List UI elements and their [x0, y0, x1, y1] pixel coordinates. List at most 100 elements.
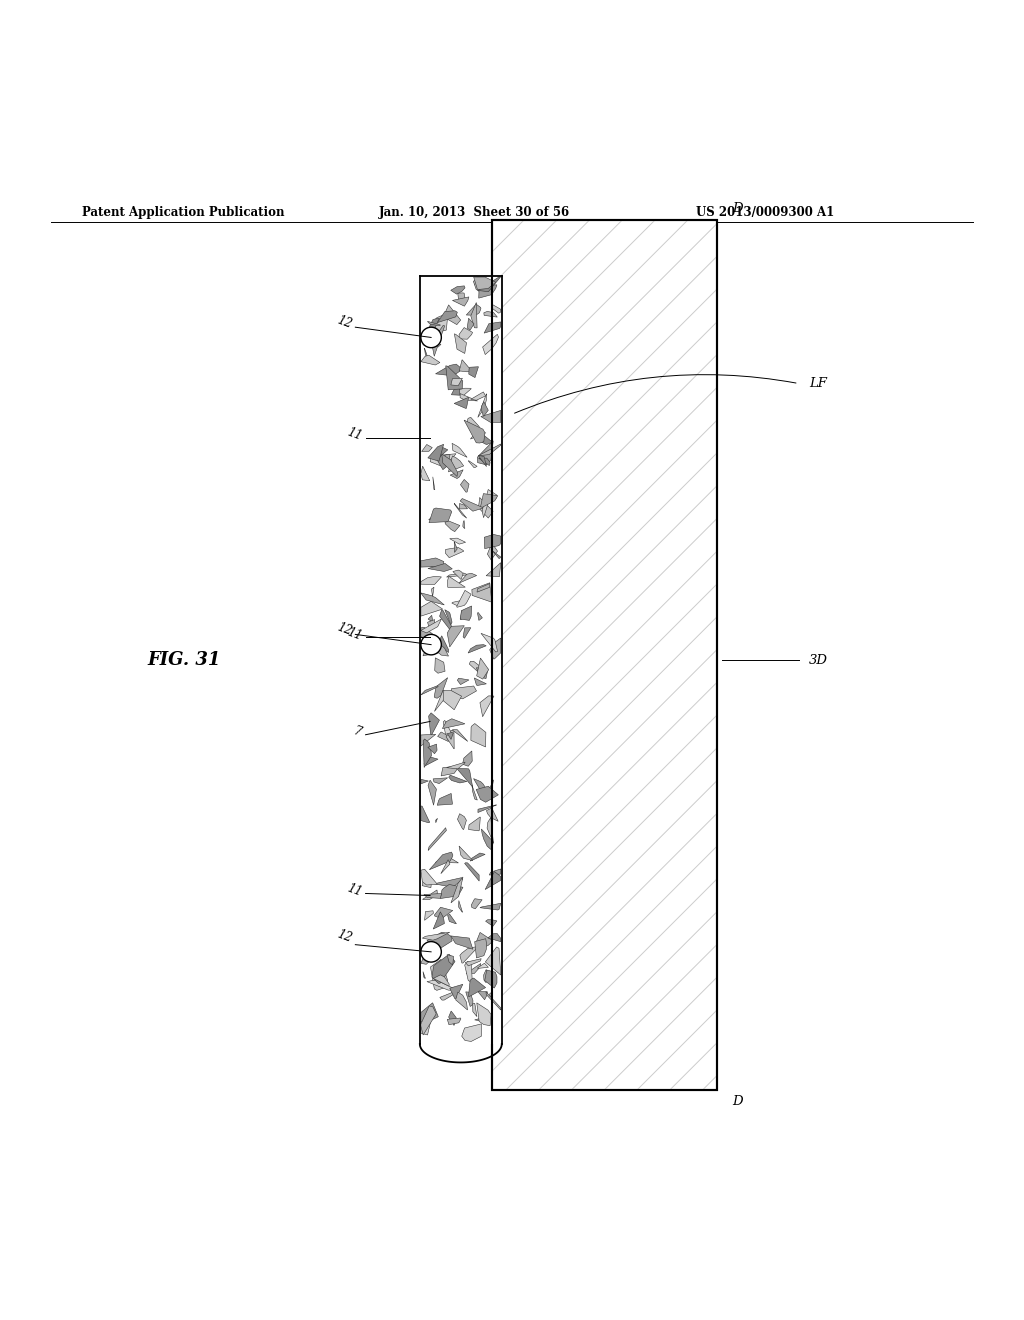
- Polygon shape: [451, 686, 476, 698]
- Polygon shape: [458, 678, 469, 685]
- Bar: [492, 219, 717, 1090]
- Polygon shape: [455, 397, 469, 408]
- Polygon shape: [438, 636, 449, 652]
- Polygon shape: [482, 504, 487, 517]
- Polygon shape: [480, 696, 494, 717]
- Polygon shape: [435, 449, 441, 453]
- Polygon shape: [463, 751, 472, 766]
- Polygon shape: [481, 401, 488, 416]
- Polygon shape: [486, 808, 499, 821]
- Polygon shape: [452, 444, 467, 457]
- Polygon shape: [445, 521, 460, 532]
- Polygon shape: [470, 433, 486, 440]
- Polygon shape: [425, 911, 433, 920]
- Polygon shape: [466, 964, 480, 974]
- Polygon shape: [487, 933, 501, 941]
- Text: US 2013/0009300 A1: US 2013/0009300 A1: [696, 206, 835, 219]
- Polygon shape: [466, 991, 473, 1006]
- Polygon shape: [430, 960, 447, 990]
- Polygon shape: [423, 890, 437, 899]
- Polygon shape: [428, 780, 436, 805]
- Polygon shape: [443, 721, 452, 734]
- Polygon shape: [473, 277, 487, 296]
- Polygon shape: [452, 599, 465, 606]
- Polygon shape: [463, 520, 465, 528]
- Polygon shape: [489, 869, 501, 875]
- Polygon shape: [481, 411, 501, 422]
- Polygon shape: [421, 941, 435, 965]
- Polygon shape: [421, 355, 440, 366]
- Text: Jan. 10, 2013  Sheet 30 of 56: Jan. 10, 2013 Sheet 30 of 56: [379, 206, 570, 219]
- Polygon shape: [433, 975, 450, 986]
- Polygon shape: [456, 993, 468, 1010]
- Polygon shape: [459, 846, 473, 861]
- Polygon shape: [458, 293, 466, 304]
- Polygon shape: [465, 863, 479, 880]
- Bar: [420, 276, 502, 1044]
- Polygon shape: [423, 644, 443, 656]
- Polygon shape: [460, 606, 472, 620]
- Polygon shape: [459, 573, 477, 583]
- Polygon shape: [487, 544, 498, 560]
- Polygon shape: [483, 312, 498, 317]
- Polygon shape: [438, 446, 447, 458]
- Polygon shape: [425, 948, 436, 956]
- Polygon shape: [449, 775, 467, 783]
- Polygon shape: [437, 793, 453, 805]
- Text: 12: 12: [335, 313, 353, 331]
- Polygon shape: [478, 458, 490, 466]
- Polygon shape: [477, 612, 482, 620]
- Polygon shape: [421, 577, 441, 585]
- Polygon shape: [481, 434, 493, 445]
- Polygon shape: [452, 730, 468, 742]
- Polygon shape: [453, 297, 469, 306]
- Polygon shape: [446, 762, 465, 768]
- Polygon shape: [449, 455, 464, 473]
- Polygon shape: [429, 853, 453, 870]
- Polygon shape: [478, 805, 497, 813]
- Polygon shape: [428, 615, 433, 622]
- Polygon shape: [440, 454, 451, 463]
- Polygon shape: [478, 455, 486, 466]
- Polygon shape: [471, 723, 485, 747]
- Polygon shape: [457, 590, 471, 607]
- Polygon shape: [451, 286, 465, 294]
- Polygon shape: [469, 367, 478, 378]
- Polygon shape: [477, 964, 488, 969]
- Polygon shape: [474, 277, 496, 289]
- Polygon shape: [421, 686, 438, 694]
- Polygon shape: [447, 577, 465, 587]
- Polygon shape: [471, 899, 482, 908]
- Polygon shape: [486, 562, 501, 577]
- Polygon shape: [473, 1003, 477, 1016]
- Polygon shape: [441, 454, 458, 477]
- Polygon shape: [476, 668, 488, 678]
- Polygon shape: [460, 946, 478, 964]
- Polygon shape: [460, 393, 477, 401]
- Polygon shape: [429, 644, 449, 656]
- Polygon shape: [423, 972, 425, 978]
- Text: 3D: 3D: [809, 653, 828, 667]
- Polygon shape: [444, 610, 452, 624]
- Bar: [492, 219, 717, 1090]
- Polygon shape: [450, 985, 463, 999]
- Polygon shape: [485, 871, 501, 890]
- Polygon shape: [434, 677, 447, 698]
- Polygon shape: [428, 318, 439, 339]
- Circle shape: [421, 635, 441, 655]
- Polygon shape: [484, 322, 501, 333]
- Polygon shape: [493, 550, 501, 558]
- Polygon shape: [447, 954, 454, 965]
- Polygon shape: [433, 777, 447, 784]
- Polygon shape: [469, 978, 485, 997]
- Polygon shape: [435, 858, 459, 863]
- Polygon shape: [455, 503, 467, 519]
- Text: 7: 7: [352, 725, 364, 739]
- Polygon shape: [478, 393, 486, 417]
- Polygon shape: [465, 961, 472, 982]
- Polygon shape: [485, 946, 501, 975]
- Polygon shape: [482, 334, 499, 355]
- Polygon shape: [481, 829, 494, 850]
- Polygon shape: [424, 756, 438, 766]
- Polygon shape: [450, 539, 466, 544]
